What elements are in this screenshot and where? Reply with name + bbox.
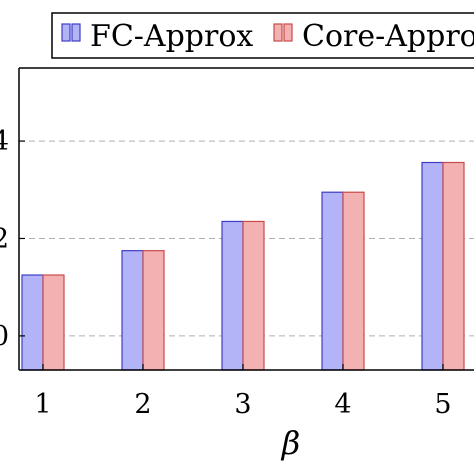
bar-core-approx [242, 220, 265, 371]
legend-swatch-fc-approx [61, 23, 71, 42]
bar-fc-approx [221, 220, 244, 371]
legend-swatch-core-approx [273, 23, 283, 42]
bar-fc-approx [121, 250, 144, 371]
x-tick-label: 3 [234, 389, 251, 420]
y-tick-label: 2 [0, 223, 9, 254]
bar-core-approx [342, 191, 365, 371]
bar-fc-approx [421, 161, 444, 371]
x-axis-label: β [281, 424, 301, 462]
legend-box [51, 12, 474, 59]
bars [21, 161, 465, 371]
legend-label-fc-approx: FC-Approx [90, 19, 253, 54]
legend: FC-Approx Core-Approx [51, 12, 474, 59]
x-tick-label: 5 [434, 389, 451, 420]
bar-fc-approx [321, 191, 344, 371]
axes [18, 67, 474, 371]
x-ticks: 1 2 3 4 5 [34, 364, 452, 420]
y-ticks: 0 2 4 [0, 126, 25, 352]
bar-core-approx [42, 274, 65, 371]
legend-label-core-approx: Core-Approx [302, 19, 474, 54]
bar-fc-approx [21, 274, 44, 371]
y-tick-label: 0 [0, 321, 9, 352]
y-tick-label: 4 [0, 126, 9, 157]
legend-swatch-core-approx [283, 23, 293, 42]
x-tick-label: 4 [334, 389, 351, 420]
legend-swatch-fc-approx [71, 23, 81, 42]
x-tick-label: 1 [34, 389, 51, 420]
bar-core-approx [142, 250, 165, 371]
bar-core-approx [442, 161, 465, 371]
x-tick-label: 2 [134, 389, 151, 420]
gridlines [19, 140, 474, 337]
